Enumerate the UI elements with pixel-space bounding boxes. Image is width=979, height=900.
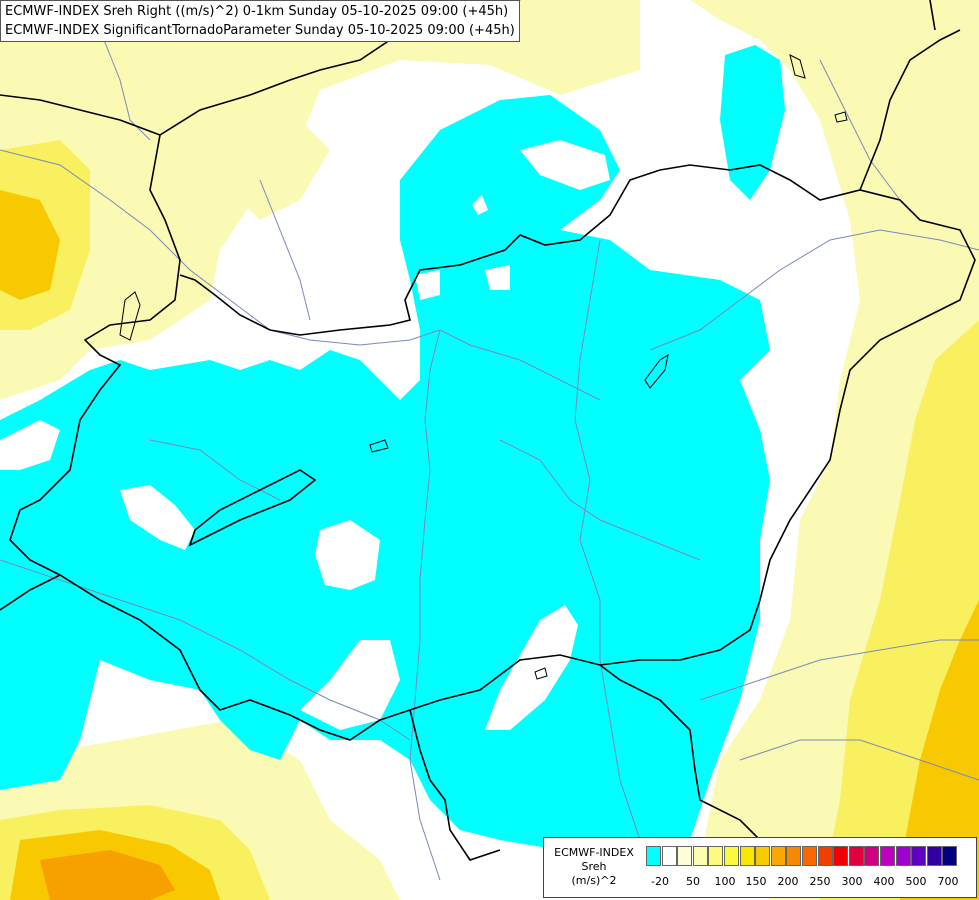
legend-swatch bbox=[911, 846, 927, 866]
legend-swatch bbox=[755, 846, 771, 866]
legend-swatch bbox=[739, 846, 755, 866]
map-title-box: ECMWF-INDEX Sreh Right ((m/s)^2) 0-1km S… bbox=[0, 0, 520, 42]
legend-tick-label: 200 bbox=[777, 875, 799, 888]
map-title-line-1: ECMWF-INDEX Sreh Right ((m/s)^2) 0-1km S… bbox=[5, 4, 509, 19]
legend-swatch bbox=[817, 846, 833, 866]
legend-swatch bbox=[864, 846, 880, 866]
legend-source: ECMWF-INDEX bbox=[554, 846, 634, 859]
legend-swatch bbox=[692, 846, 708, 866]
legend-tick-label: 100 bbox=[714, 875, 736, 888]
orange-field bbox=[0, 190, 979, 900]
legend-swatch bbox=[646, 846, 661, 866]
legend-swatch bbox=[708, 846, 724, 866]
legend-swatch bbox=[802, 846, 817, 866]
legend-tick-label: 700 bbox=[937, 875, 959, 888]
legend-swatch bbox=[880, 846, 895, 866]
color-legend: ECMWF-INDEX Sreh (m/s)^2 -20 50 100 150 200 2… bbox=[543, 837, 977, 898]
legend-tick-label: 500 bbox=[905, 875, 927, 888]
legend-swatch bbox=[677, 846, 693, 866]
legend-swatch bbox=[786, 846, 802, 866]
legend-swatch bbox=[942, 846, 958, 866]
legend-tick-label: -20 bbox=[651, 875, 669, 888]
map-title-line-2: ECMWF-INDEX SignificantTornadoParameter … bbox=[5, 23, 515, 38]
legend-tick-label: 300 bbox=[841, 875, 863, 888]
legend-unit: (m/s)^2 bbox=[571, 874, 617, 887]
lakes bbox=[119, 54, 848, 680]
white-patches bbox=[0, 140, 610, 730]
legend-swatch bbox=[848, 846, 864, 866]
legend-tick-label: 150 bbox=[745, 875, 767, 888]
legend-swatch bbox=[833, 846, 849, 866]
cyan-field bbox=[0, 45, 785, 860]
legend-tick-label: 400 bbox=[873, 875, 895, 888]
legend-swatch bbox=[895, 846, 911, 866]
legend-swatch bbox=[770, 846, 786, 866]
legend-tick-label: 50 bbox=[686, 875, 700, 888]
legend-tick-label: 250 bbox=[809, 875, 831, 888]
legend-swatch bbox=[661, 846, 677, 866]
legend-swatch bbox=[926, 846, 942, 866]
dark-orange-field bbox=[40, 850, 175, 900]
legend-swatch bbox=[724, 846, 739, 866]
country-borders bbox=[0, 0, 976, 861]
legend-variable: Sreh bbox=[581, 860, 607, 873]
